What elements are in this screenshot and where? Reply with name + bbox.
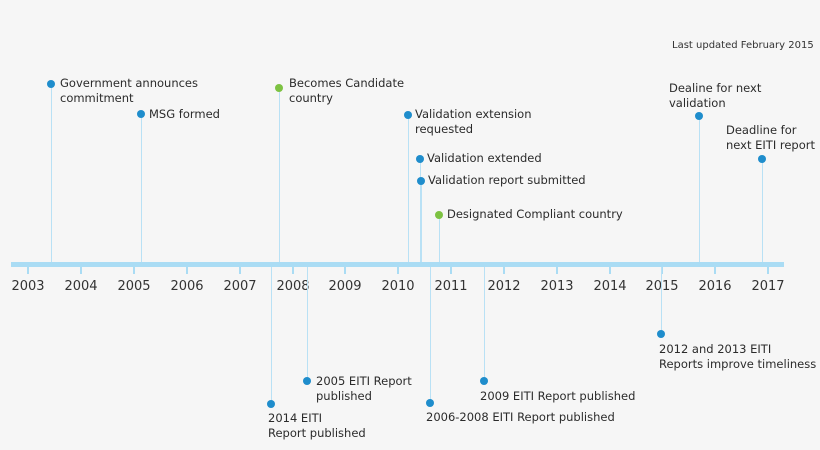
year-label: 2015: [645, 279, 679, 294]
event-marker-dot: [137, 110, 145, 118]
tick-2010: [397, 264, 399, 274]
event-marker-dot: [480, 377, 488, 385]
tick-2012: [503, 264, 505, 274]
tick-2017: [767, 264, 769, 274]
event-stem: [408, 115, 409, 262]
last-updated-note: Last updated February 2015: [672, 40, 814, 51]
year-label: 2005: [117, 279, 151, 294]
event-marker-dot: [695, 112, 703, 120]
event-stem: [699, 116, 700, 262]
year-label: 2004: [64, 279, 98, 294]
year-label: 2017: [751, 279, 785, 294]
event-label: Validation extension requested: [415, 107, 532, 136]
event-label: 2006-2008 EITI Report published: [426, 410, 615, 424]
year-label: 2010: [381, 279, 415, 294]
event-stem: [271, 267, 272, 404]
tick-2009: [344, 264, 346, 274]
event-marker-dot: [47, 80, 55, 88]
tick-2005: [133, 264, 135, 274]
event-label: 2005 EITI Report published: [316, 374, 412, 403]
year-label: 2012: [487, 279, 521, 294]
event-label: Validation extended: [427, 151, 542, 165]
year-label: 2014: [593, 279, 627, 294]
event-stem: [661, 267, 662, 334]
event-marker-dot: [275, 84, 283, 92]
event-marker-dot: [657, 330, 665, 338]
event-stem: [420, 159, 421, 262]
year-label: 2006: [170, 279, 204, 294]
tick-2004: [80, 264, 82, 274]
event-marker-dot: [303, 377, 311, 385]
event-marker-dot: [417, 177, 425, 185]
tick-2015: [661, 264, 663, 274]
event-label: Validation report submitted: [428, 173, 586, 187]
event-label: MSG formed: [149, 107, 220, 121]
year-label: 2003: [11, 279, 45, 294]
event-label: 2012 and 2013 EITI Reports improve timeli…: [659, 342, 817, 371]
event-label: Becomes Candidate country: [289, 76, 405, 105]
tick-2006: [186, 264, 188, 274]
year-label: 2013: [540, 279, 574, 294]
tick-2011: [450, 264, 452, 274]
tick-2007: [239, 264, 241, 274]
event-label: 2014 EITI Report published: [268, 411, 366, 440]
year-label: 2007: [223, 279, 257, 294]
event-marker-dot: [404, 111, 412, 119]
event-stem: [421, 181, 422, 262]
event-stem: [279, 88, 280, 262]
tick-2003: [27, 264, 29, 274]
event-stem: [762, 159, 763, 262]
tick-2014: [609, 264, 611, 274]
event-marker-dot: [416, 155, 424, 163]
event-stem: [430, 267, 431, 403]
year-label: 2009: [328, 279, 362, 294]
event-label: Dealine for next validation: [669, 81, 762, 110]
event-marker-dot: [267, 400, 275, 408]
event-marker-dot: [435, 211, 443, 219]
event-label: Designated Compliant country: [447, 207, 623, 221]
tick-2008: [292, 264, 294, 274]
tick-2013: [556, 264, 558, 274]
event-stem: [307, 267, 308, 381]
event-marker-dot: [758, 155, 766, 163]
event-stem: [141, 114, 142, 262]
year-label: 2016: [698, 279, 732, 294]
year-label: 2011: [434, 279, 468, 294]
event-stem: [484, 267, 485, 381]
tick-2016: [714, 264, 716, 274]
event-stem: [439, 215, 440, 262]
event-marker-dot: [426, 399, 434, 407]
event-label: Deadline for next EITI report: [726, 123, 815, 152]
year-label: 2008: [276, 279, 310, 294]
event-label: 2009 EITI Report published: [480, 389, 636, 403]
event-stem: [51, 84, 52, 262]
event-label: Government announces commitment: [60, 76, 198, 105]
